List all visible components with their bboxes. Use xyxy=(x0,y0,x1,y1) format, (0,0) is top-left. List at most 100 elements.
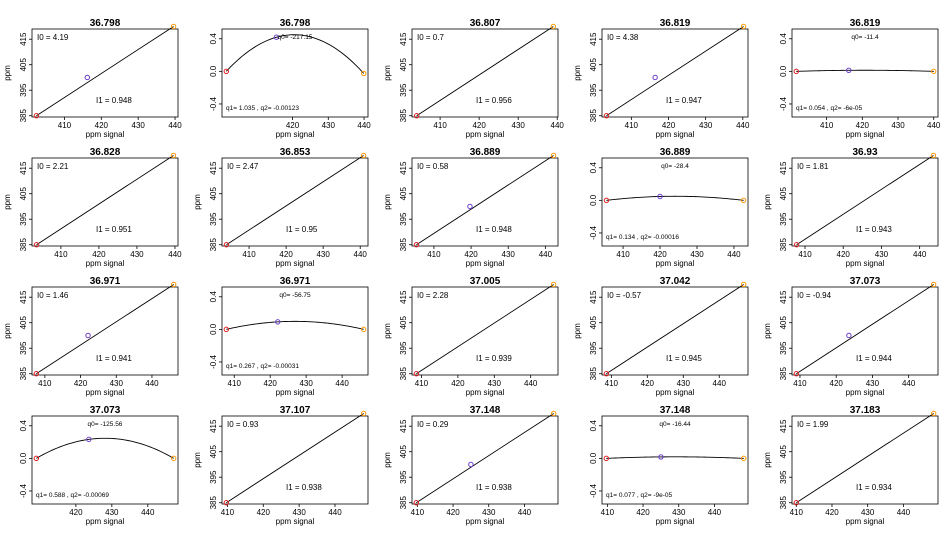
x-tick-label: 410 xyxy=(625,121,639,130)
slope-label: I1 = 0.944 xyxy=(856,354,892,363)
x-tick-label: 410 xyxy=(228,379,242,388)
x-axis-label: ppm signal xyxy=(86,130,125,139)
y-tick-label: 405 xyxy=(19,186,28,200)
x-tick-label: 410 xyxy=(605,379,619,388)
q0-label: q0= -217.15 xyxy=(278,34,313,41)
low-point xyxy=(223,326,230,333)
x-tick-label: 410 xyxy=(790,508,804,517)
x-tick-label: 430 xyxy=(105,508,119,517)
y-tick-label: 415 xyxy=(589,290,598,304)
x-tick-label: 430 xyxy=(677,379,691,388)
x-tick-label: 440 xyxy=(357,121,371,130)
mid-point xyxy=(846,67,852,74)
panel-title: 36.807 xyxy=(470,18,501,29)
x-tick-label: 420 xyxy=(264,379,278,388)
intercept-label: I0 = -0.57 xyxy=(607,291,642,300)
y-tick-label: 395 xyxy=(589,341,598,355)
mid-point xyxy=(846,332,852,339)
x-tick-label: 440 xyxy=(168,121,182,130)
q-coefficients-label: q1= 0.077 , q2= -9e-05 xyxy=(606,492,673,499)
panel-title: 36.819 xyxy=(660,18,691,29)
y-tick-label: 415 xyxy=(779,419,788,433)
high-point xyxy=(360,410,367,417)
mid-point xyxy=(657,193,663,200)
y-axis-label: ppm xyxy=(763,452,772,468)
panel-title: 37.107 xyxy=(280,405,311,416)
panel-title: 37.042 xyxy=(660,276,691,287)
x-tick-label: 410 xyxy=(242,250,256,259)
y-tick-label: 395 xyxy=(399,212,408,226)
q0-label: q0= -16.44 xyxy=(659,421,691,428)
mid-point xyxy=(86,436,92,443)
x-tick-label: 410 xyxy=(54,250,68,259)
x-tick-label: 420 xyxy=(95,121,109,130)
plot-frame xyxy=(411,28,559,118)
plot-frame xyxy=(601,157,749,247)
x-tick-label: 430 xyxy=(292,508,306,517)
x-tick-label: 410 xyxy=(38,379,52,388)
low-point xyxy=(793,371,800,377)
plot-frame xyxy=(31,286,179,376)
x-tick-label: 440 xyxy=(727,250,741,259)
x-axis-label: ppm signal xyxy=(466,259,505,268)
panel-13: 37.005 410 420 430 440 385 395 405 415 ppm signal… xyxy=(383,276,559,397)
slope-label: I1 = 0.951 xyxy=(96,225,132,234)
panel-title: 37.005 xyxy=(470,276,501,287)
panel-4: 36.819 410 420 430 440 385 395 405 415 ppm signal… xyxy=(573,18,750,139)
panel-2: 36.798 420 430 440 -0.4 0.0 0.4 ppm signal q0= -… xyxy=(209,18,371,139)
fit-line xyxy=(416,26,554,117)
panel-title: 36.889 xyxy=(660,147,691,158)
y-tick-label: 0.4 xyxy=(589,162,598,174)
y-tick-label: 395 xyxy=(779,341,788,355)
x-tick-label: 420 xyxy=(464,250,478,259)
x-tick-label: 410 xyxy=(601,508,615,517)
fit-line xyxy=(36,284,174,375)
fit-line xyxy=(226,320,364,330)
plot-frame xyxy=(411,286,559,376)
intercept-label: I0 = 4.38 xyxy=(607,33,639,42)
x-tick-label: 440 xyxy=(927,121,941,130)
x-axis-label: ppm signal xyxy=(656,259,695,268)
plot-frame xyxy=(791,286,939,376)
panel-title: 37.183 xyxy=(850,405,881,416)
x-tick-label: 430 xyxy=(316,250,330,259)
x-tick-label: 440 xyxy=(897,508,911,517)
low-point xyxy=(413,242,420,248)
y-tick-label: 0.0 xyxy=(209,65,218,77)
mid-point xyxy=(658,454,664,460)
plot-frame xyxy=(601,28,749,118)
y-tick-label: 0.0 xyxy=(589,452,598,464)
plot-frame xyxy=(601,286,749,376)
x-tick-label: 430 xyxy=(672,508,686,517)
low-point xyxy=(33,455,40,462)
fit-line xyxy=(796,413,934,504)
x-tick-label: 440 xyxy=(518,508,532,517)
plot-frame xyxy=(791,415,939,505)
fit-line xyxy=(416,413,554,504)
x-tick-label: 440 xyxy=(328,508,342,517)
intercept-label: I0 = -0.94 xyxy=(797,291,832,300)
y-tick-label: 415 xyxy=(19,32,28,46)
x-tick-label: 420 xyxy=(830,379,844,388)
intercept-label: I0 = 0.29 xyxy=(417,420,449,429)
x-tick-label: 430 xyxy=(482,508,496,517)
high-point xyxy=(740,23,747,30)
high-point xyxy=(170,152,177,159)
q-coefficients-label: q1= 0.054 , q2= -6e-05 xyxy=(796,105,863,112)
x-tick-label: 430 xyxy=(132,121,146,130)
panel-title: 36.798 xyxy=(90,18,121,29)
panel-title: 37.073 xyxy=(850,276,881,287)
x-tick-label: 430 xyxy=(322,121,336,130)
x-tick-label: 440 xyxy=(354,250,368,259)
x-tick-label: 410 xyxy=(820,121,834,130)
slope-label: I1 = 0.938 xyxy=(286,483,322,492)
low-point xyxy=(793,242,800,248)
y-tick-label: 415 xyxy=(399,32,408,46)
panel-7: 36.853 410 420 430 440 385 395 405 415 ppm signal… xyxy=(193,147,369,268)
y-tick-label: 0.4 xyxy=(209,33,218,45)
y-tick-label: -0.4 xyxy=(589,484,598,498)
slope-label: I1 = 0.956 xyxy=(476,96,512,105)
intercept-label: I0 = 1.99 xyxy=(797,420,829,429)
y-tick-label: 0.0 xyxy=(209,323,218,335)
low-point xyxy=(223,500,230,506)
